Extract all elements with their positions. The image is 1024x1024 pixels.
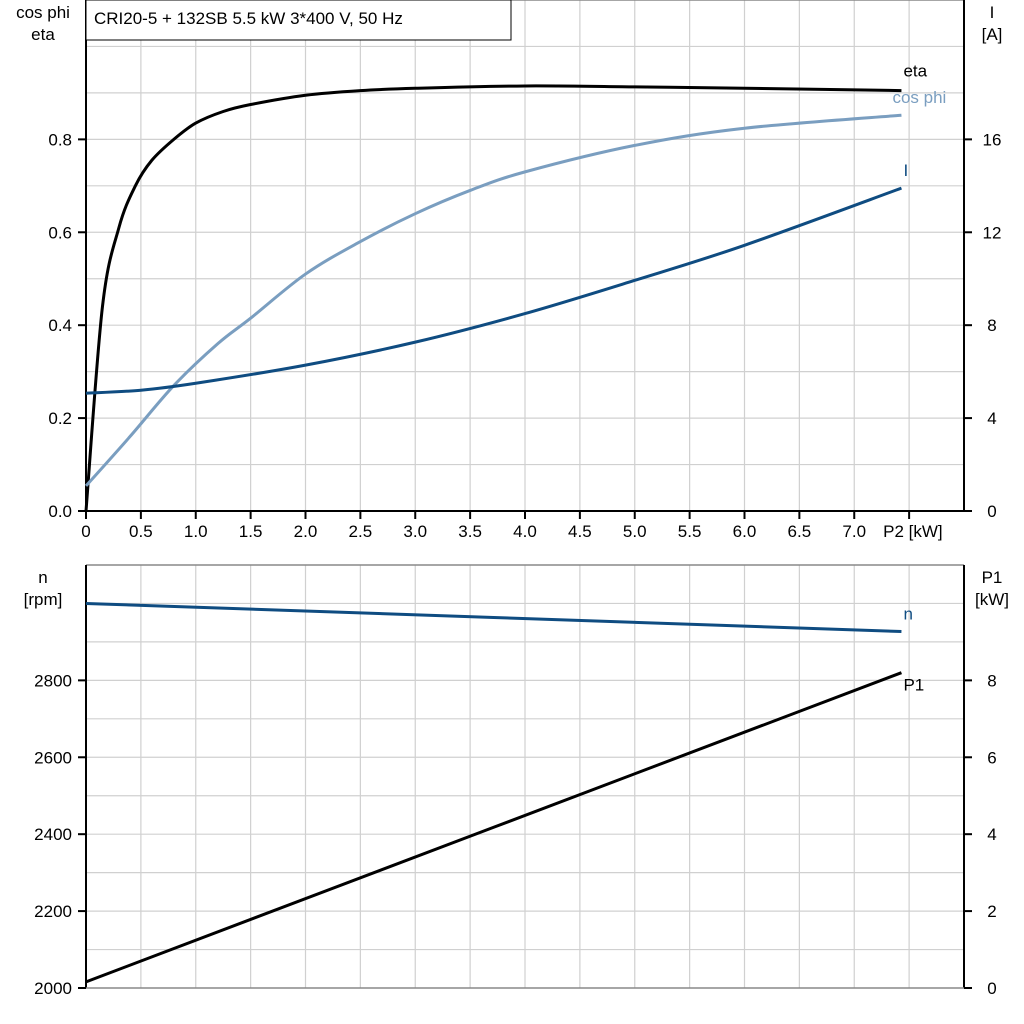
left-tick-label: 2600 bbox=[34, 748, 72, 767]
x-tick-label: 2.5 bbox=[349, 522, 373, 541]
x-tick-label: 4.5 bbox=[568, 522, 592, 541]
series-line-cos-phi bbox=[84, 113, 902, 487]
left-tick-label: 2200 bbox=[34, 902, 72, 921]
left-tick-label: 0.8 bbox=[48, 130, 72, 149]
x-tick-label: 3.5 bbox=[458, 522, 482, 541]
x-tick-label: 4.0 bbox=[513, 522, 537, 541]
x-tick-label: 6.0 bbox=[733, 522, 757, 541]
x-tick-label: 0 bbox=[81, 522, 90, 541]
left-axis-label: [rpm] bbox=[24, 590, 63, 609]
left-tick-label: 0.0 bbox=[48, 502, 72, 521]
x-tick-label: 0.5 bbox=[129, 522, 153, 541]
left-axis-label: n bbox=[38, 568, 47, 587]
left-tick-label: 0.2 bbox=[48, 409, 72, 428]
x-axis-label: P2 [kW] bbox=[883, 522, 943, 541]
right-tick-label: 2 bbox=[987, 902, 996, 921]
left-tick-label: 2400 bbox=[34, 825, 72, 844]
right-tick-label: 4 bbox=[987, 825, 996, 844]
left-axis-label: cos phi bbox=[16, 3, 70, 22]
right-tick-label: 16 bbox=[983, 130, 1002, 149]
x-tick-label: 5.0 bbox=[623, 522, 647, 541]
right-axis-label: [A] bbox=[982, 25, 1003, 44]
left-tick-label: 2000 bbox=[34, 979, 72, 998]
series-label-eta: eta bbox=[903, 62, 927, 81]
right-tick-label: 8 bbox=[987, 316, 996, 335]
right-tick-label: 4 bbox=[987, 409, 996, 428]
right-axis-label: P1 bbox=[982, 568, 1003, 587]
x-tick-label: 2.0 bbox=[294, 522, 318, 541]
series-label-p1: P1 bbox=[903, 676, 924, 695]
series-label-i: I bbox=[903, 161, 908, 180]
x-tick-label: 7.0 bbox=[842, 522, 866, 541]
left-tick-label: 0.4 bbox=[48, 316, 72, 335]
right-tick-label: 0 bbox=[987, 979, 996, 998]
series-line-i bbox=[85, 186, 902, 395]
right-axis-label: I bbox=[990, 3, 995, 22]
series-label-cos-phi: cos phi bbox=[892, 88, 946, 107]
right-tick-label: 8 bbox=[987, 671, 996, 690]
left-tick-label: 2800 bbox=[34, 671, 72, 690]
series-label-n: n bbox=[903, 605, 912, 624]
chart-title: CRI20-5 + 132SB 5.5 kW 3*400 V, 50 Hz bbox=[94, 9, 403, 28]
x-tick-label: 1.5 bbox=[239, 522, 263, 541]
left-axis-label: eta bbox=[31, 25, 55, 44]
left-tick-label: 0.6 bbox=[48, 223, 72, 242]
series-line-p1 bbox=[85, 671, 902, 984]
top-plot: 0.0 0.2 0.4 0.6 0.8 0 4 8 12 16 cos phi eta I [A] 0 0.5… bbox=[16, 0, 1002, 541]
series-line-eta bbox=[84, 84, 902, 512]
x-tick-label: 3.0 bbox=[403, 522, 427, 541]
right-axis-label: [kW] bbox=[975, 590, 1009, 609]
title-box: CRI20-5 + 132SB 5.5 kW 3*400 V, 50 Hz bbox=[85, 0, 512, 41]
series-line-n bbox=[85, 601, 902, 634]
right-tick-label: 0 bbox=[987, 502, 996, 521]
right-tick-label: 12 bbox=[983, 223, 1002, 242]
x-tick-label: 1.0 bbox=[184, 522, 208, 541]
right-tick-label: 6 bbox=[987, 748, 996, 767]
bottom-plot: 2000 2200 2400 2600 2800 0 2 4 6 8 n [rpm] P1 [kW] n P1 bbox=[24, 564, 1009, 998]
x-tick-label: 6.5 bbox=[788, 522, 812, 541]
x-tick-label: 5.5 bbox=[678, 522, 702, 541]
